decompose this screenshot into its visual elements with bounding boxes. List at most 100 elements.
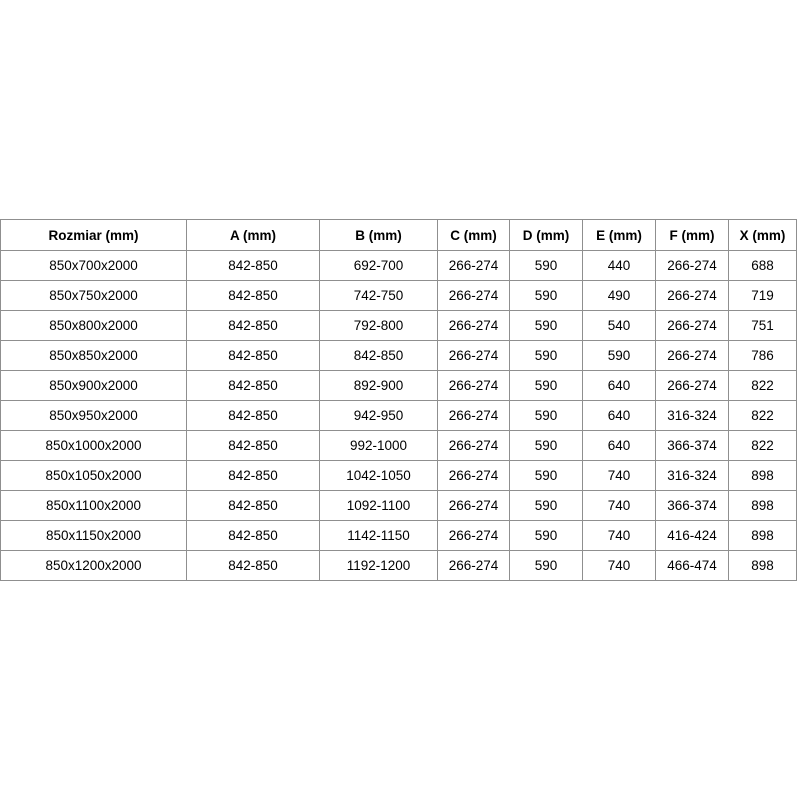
table-cell: 822: [728, 430, 797, 461]
table-cell: 822: [728, 400, 797, 431]
table-cell: 740: [582, 520, 656, 551]
table-cell: 786: [728, 340, 797, 371]
table-cell: 898: [728, 460, 797, 491]
table-cell: 266-274: [655, 280, 729, 311]
table-cell: 842-850: [186, 400, 320, 431]
table-row: 850x1000x2000 842-850 992-1000 266-274 590 64…: [0, 430, 797, 461]
table-cell: 850x800x2000: [0, 310, 187, 341]
table-cell: 440: [582, 250, 656, 281]
column-header: F (mm): [655, 219, 729, 251]
table-cell: 850x1150x2000: [0, 520, 187, 551]
table-cell: 850x750x2000: [0, 280, 187, 311]
table-cell: 1042-1050: [319, 460, 438, 491]
table-body: 850x700x2000 842-850 692-700 266-274 590 440 2…: [0, 250, 797, 581]
table-cell: 366-374: [655, 490, 729, 521]
column-header: D (mm): [509, 219, 583, 251]
table-cell: 740: [582, 460, 656, 491]
table-cell: 842-850: [186, 520, 320, 551]
table-cell: 590: [509, 370, 583, 401]
table-cell: 266-274: [655, 370, 729, 401]
table-cell: 590: [582, 340, 656, 371]
table-cell: 1192-1200: [319, 550, 438, 581]
size-spec-table: Rozmiar (mm) A (mm) B (mm) C (mm) D (mm) E (m…: [0, 219, 797, 581]
table-cell: 842-850: [186, 460, 320, 491]
table-row: 850x950x2000 842-850 942-950 266-274 590 640 3…: [0, 400, 797, 431]
table-cell: 842-850: [186, 280, 320, 311]
table-cell: 842-850: [186, 340, 320, 371]
table-cell: 842-850: [186, 370, 320, 401]
table-cell: 540: [582, 310, 656, 341]
table-cell: 740: [582, 490, 656, 521]
table-cell: 850x900x2000: [0, 370, 187, 401]
table-cell: 640: [582, 430, 656, 461]
table-cell: 942-950: [319, 400, 438, 431]
table-cell: 640: [582, 370, 656, 401]
table-row: 850x750x2000 842-850 742-750 266-274 590 490 2…: [0, 280, 797, 311]
table-cell: 898: [728, 490, 797, 521]
table-cell: 266-274: [437, 370, 510, 401]
table-cell: 850x950x2000: [0, 400, 187, 431]
table-cell: 842-850: [186, 430, 320, 461]
table-cell: 266-274: [655, 250, 729, 281]
table-row: 850x850x2000 842-850 842-850 266-274 590 590 2…: [0, 340, 797, 371]
table-cell: 892-900: [319, 370, 438, 401]
table-cell: 842-850: [186, 250, 320, 281]
table-cell: 850x850x2000: [0, 340, 187, 371]
table-cell: 590: [509, 400, 583, 431]
table-cell: 316-324: [655, 460, 729, 491]
table-cell: 590: [509, 280, 583, 311]
table-cell: 590: [509, 490, 583, 521]
table-cell: 742-750: [319, 280, 438, 311]
table-cell: 266-274: [437, 280, 510, 311]
table-cell: 466-474: [655, 550, 729, 581]
table-cell: 266-274: [437, 520, 510, 551]
table-cell: 842-850: [319, 340, 438, 371]
table-cell: 590: [509, 250, 583, 281]
table-cell: 590: [509, 550, 583, 581]
table-row: 850x1200x2000 842-850 1192-1200 266-274 590 7…: [0, 550, 797, 581]
table-cell: 850x1000x2000: [0, 430, 187, 461]
table-cell: 590: [509, 460, 583, 491]
table-cell: 366-374: [655, 430, 729, 461]
table-cell: 792-800: [319, 310, 438, 341]
table-cell: 266-274: [437, 310, 510, 341]
table-cell: 266-274: [655, 310, 729, 341]
table-row: 850x900x2000 842-850 892-900 266-274 590 640 2…: [0, 370, 797, 401]
table-cell: 316-324: [655, 400, 729, 431]
table-cell: 992-1000: [319, 430, 438, 461]
table-header-row: Rozmiar (mm) A (mm) B (mm) C (mm) D (mm) E (m…: [0, 219, 797, 251]
table-cell: 490: [582, 280, 656, 311]
table-cell: 842-850: [186, 550, 320, 581]
table-cell: 266-274: [437, 250, 510, 281]
table-cell: 590: [509, 520, 583, 551]
column-header: X (mm): [728, 219, 797, 251]
table-cell: 850x1200x2000: [0, 550, 187, 581]
table-cell: 850x1100x2000: [0, 490, 187, 521]
table-cell: 266-274: [437, 400, 510, 431]
table-cell: 266-274: [437, 490, 510, 521]
table-row: 850x1050x2000 842-850 1042-1050 266-274 590 7…: [0, 460, 797, 491]
table-cell: 266-274: [437, 460, 510, 491]
column-header: E (mm): [582, 219, 656, 251]
column-header: A (mm): [186, 219, 320, 251]
table-cell: 590: [509, 430, 583, 461]
column-header: C (mm): [437, 219, 510, 251]
table-cell: 1142-1150: [319, 520, 438, 551]
table-cell: 740: [582, 550, 656, 581]
table-cell: 898: [728, 550, 797, 581]
table-cell: 590: [509, 310, 583, 341]
table-row: 850x1100x2000 842-850 1092-1100 266-274 590 7…: [0, 490, 797, 521]
table-cell: 266-274: [437, 340, 510, 371]
table-cell: 822: [728, 370, 797, 401]
table-row: 850x700x2000 842-850 692-700 266-274 590 440 2…: [0, 250, 797, 281]
table-cell: 1092-1100: [319, 490, 438, 521]
table-row: 850x1150x2000 842-850 1142-1150 266-274 590 7…: [0, 520, 797, 551]
table-cell: 751: [728, 310, 797, 341]
table-cell: 842-850: [186, 310, 320, 341]
table-cell: 266-274: [437, 550, 510, 581]
table-cell: 898: [728, 520, 797, 551]
table-cell: 590: [509, 340, 583, 371]
table-cell: 692-700: [319, 250, 438, 281]
table-cell: 266-274: [655, 340, 729, 371]
